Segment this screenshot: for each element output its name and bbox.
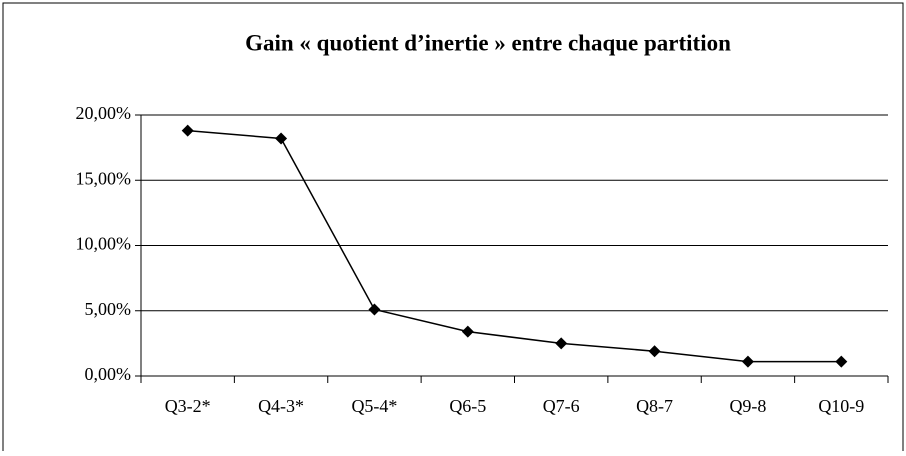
y-tick-label: 0,00% xyxy=(85,364,132,384)
x-tick-label: Q7-6 xyxy=(543,396,580,416)
x-tick-label: Q4-3* xyxy=(258,396,304,416)
y-tick-label: 10,00% xyxy=(76,234,132,254)
marker xyxy=(461,325,474,338)
marker xyxy=(741,355,754,368)
x-tick-label: Q8-7 xyxy=(636,396,673,416)
x-tick-label: Q3-2* xyxy=(165,396,211,416)
y-tick-label: 5,00% xyxy=(85,299,132,319)
marker xyxy=(648,345,661,358)
x-tick-label: Q10-9 xyxy=(818,396,864,416)
series-line xyxy=(187,129,842,363)
x-tick-label: Q5-4* xyxy=(351,396,397,416)
y-tick-label: 15,00% xyxy=(76,168,132,188)
y-tick-label: 20,00% xyxy=(76,103,132,123)
marker xyxy=(275,132,288,145)
chart-title: Gain « quotient d’inertie » entre chaque… xyxy=(245,30,731,55)
marker xyxy=(555,337,568,350)
marker xyxy=(181,124,194,137)
marker xyxy=(368,303,381,316)
marker xyxy=(835,355,848,368)
x-tick-label: Q9-8 xyxy=(729,396,766,416)
x-tick-label: Q6-5 xyxy=(449,396,486,416)
